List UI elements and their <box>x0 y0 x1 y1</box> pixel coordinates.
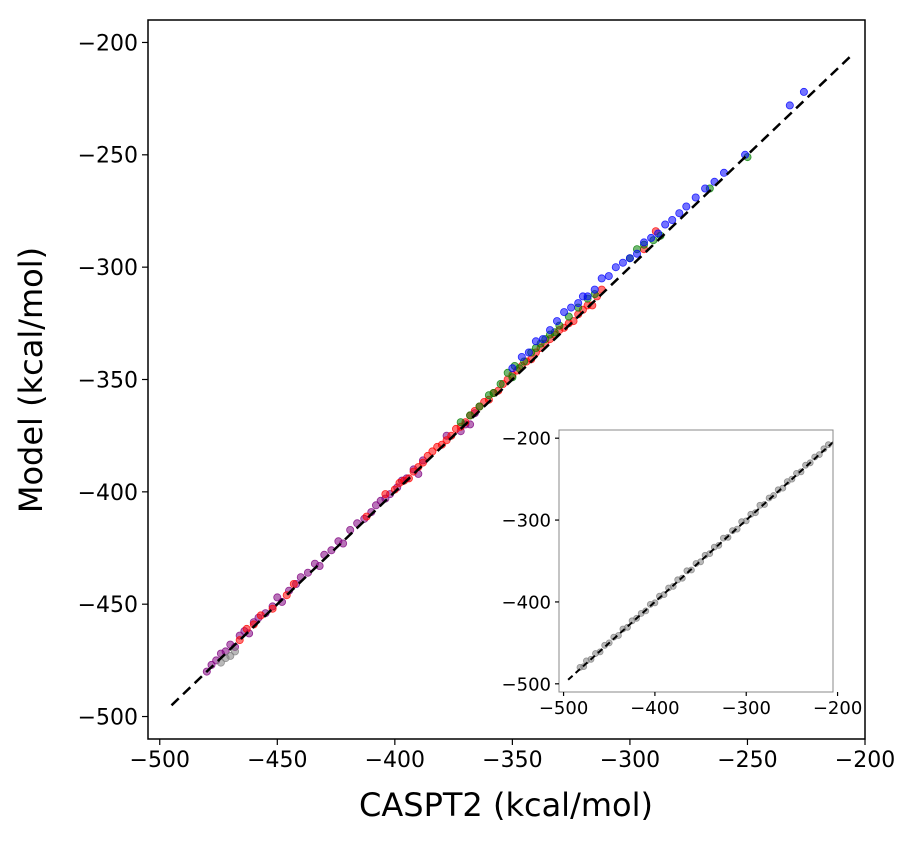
main-point-s3-21 <box>654 229 663 238</box>
main-point-s3-5 <box>546 326 555 335</box>
main-point-s2-2 <box>475 402 484 411</box>
main-point-s2-5 <box>496 379 505 388</box>
main-y-tick-label: −200 <box>78 31 138 56</box>
main-x-tick-label: −500 <box>130 748 190 773</box>
main-point-s3-25 <box>682 202 691 211</box>
main-point-s3-7 <box>560 308 569 317</box>
main-point-s3-20 <box>647 233 656 242</box>
main-x-tick-label: −300 <box>600 748 660 773</box>
main-y-tick-label: −250 <box>78 144 138 169</box>
x-axis-label: CASPT2 (kcal/mol) <box>359 786 653 824</box>
main-point-s1-1 <box>242 624 251 633</box>
main-point-s3-3 <box>531 337 540 346</box>
main-point-s3-4 <box>538 335 547 344</box>
main-point-s3-17 <box>625 254 634 263</box>
main-point-s3-0 <box>508 364 517 373</box>
main-point-s3-11 <box>583 292 592 301</box>
inset-x-tick-label: −300 <box>722 698 771 719</box>
main-point-s3-13 <box>597 274 606 283</box>
main-point-s3-26 <box>691 193 700 202</box>
main-point-s3-31 <box>785 101 794 110</box>
main-point-s3-6 <box>553 317 562 326</box>
main-point-s3-24 <box>675 209 684 218</box>
main-x-tick-label: −200 <box>835 748 895 773</box>
main-point-s4-3 <box>230 647 239 656</box>
inset-y-tick-label: −200 <box>502 429 551 450</box>
main-point-s1-8 <box>381 490 390 499</box>
main-y-tick-label: −400 <box>78 481 138 506</box>
main-point-s1-6 <box>289 580 298 589</box>
inset-x-tick-label: −200 <box>813 698 862 719</box>
y-axis-label: Model (kcal/mol) <box>12 247 50 513</box>
main-point-s3-32 <box>799 87 808 96</box>
inset-y-ticks: −500 −400 −300 −200 <box>502 429 559 695</box>
inset-x-tick-label: −400 <box>630 698 679 719</box>
main-reference-line <box>170 52 855 707</box>
main-point-s3-15 <box>611 263 620 272</box>
main-x-tick-label: −250 <box>717 748 777 773</box>
inset-x-tick-label: −500 <box>539 698 588 719</box>
main-x-tick-label: −450 <box>247 748 307 773</box>
main-point-s3-14 <box>604 272 613 281</box>
main-point-s0-26 <box>346 526 355 535</box>
main-point-s2-0 <box>456 418 465 427</box>
inset-y-tick-label: −500 <box>502 674 551 695</box>
inset-plot-frame <box>558 429 834 693</box>
main-y-tick-label: −450 <box>78 593 138 618</box>
inset-plot: −500 −400 −300 −200 −500 −400 −300 −200 <box>502 429 863 719</box>
main-point-s3-1 <box>517 352 526 361</box>
main-point-s3-22 <box>661 220 670 229</box>
inset-y-tick-label: −300 <box>502 511 551 532</box>
main-plot: −500 −450 −400 −350 −300 −250 −200 −500 −450 −40… <box>12 19 895 824</box>
inset-y-tick-label: −400 <box>502 592 551 613</box>
main-y-tick-label: −500 <box>78 705 138 730</box>
main-point-s3-16 <box>618 258 627 267</box>
main-point-s3-23 <box>668 215 677 224</box>
main-x-ticks: −500 −450 −400 −350 −300 −250 −200 <box>130 739 895 773</box>
main-point-s3-8 <box>567 303 576 312</box>
main-point-s0-25 <box>339 539 348 548</box>
main-point-s3-27 <box>701 184 710 193</box>
main-point-s3-18 <box>633 249 642 258</box>
main-point-s3-9 <box>574 299 583 308</box>
main-point-s3-29 <box>720 168 729 177</box>
main-y-ticks: −500 −450 −400 −350 −300 −250 −200 <box>78 31 148 730</box>
main-point-s3-2 <box>524 348 533 357</box>
main-point-s3-12 <box>590 285 599 294</box>
main-y-tick-label: −300 <box>78 256 138 281</box>
inset-x-ticks: −500 −400 −300 −200 <box>539 692 862 719</box>
main-y-tick-label: −350 <box>78 368 138 393</box>
main-point-s3-19 <box>640 238 649 247</box>
main-x-tick-label: −350 <box>482 748 542 773</box>
main-x-tick-label: −400 <box>365 748 425 773</box>
main-point-s1-15 <box>418 458 427 467</box>
main-point-s1-3 <box>256 611 265 620</box>
